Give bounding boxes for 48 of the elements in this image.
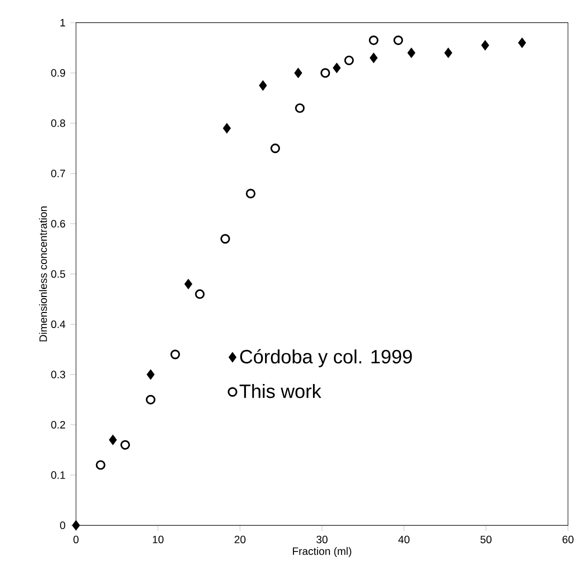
y-tick-label: 1: [60, 19, 66, 26]
point: [481, 40, 489, 50]
x-tick-label: 50: [480, 536, 492, 544]
y-tick-label: 0.1: [51, 471, 66, 479]
point: [368, 35, 378, 46]
point: [220, 234, 230, 244]
point: [370, 53, 378, 63]
point: [344, 56, 354, 66]
x-tick-label: 40: [398, 536, 410, 544]
point: [146, 394, 156, 404]
point: [195, 289, 205, 299]
point: [223, 123, 231, 134]
point: [146, 370, 154, 380]
y-tick-label: 0.8: [51, 119, 66, 127]
y-tick-label: 0.3: [51, 370, 66, 378]
point: [246, 188, 256, 198]
x-tick-label: 20: [234, 536, 246, 544]
point: [72, 520, 80, 530]
y-tick-label: 0.7: [51, 170, 66, 178]
point: [109, 435, 117, 445]
point: [270, 144, 280, 154]
point: [332, 63, 341, 73]
y-tick-label: 0.9: [51, 69, 66, 77]
y-tick-label: 0: [60, 522, 66, 530]
y-tick-label: 0.4: [51, 320, 66, 328]
point: [393, 35, 404, 46]
point: [170, 350, 180, 360]
x-tick-label: 60: [562, 536, 574, 544]
x-tick-label: 10: [152, 536, 164, 544]
point: [408, 48, 416, 58]
point: [184, 279, 192, 289]
y-axis-title: Dimensionless concentration: [39, 206, 47, 342]
point: [518, 38, 526, 48]
point: [259, 80, 267, 90]
point: [295, 103, 305, 113]
x-tick-label: 30: [316, 536, 328, 544]
legend-label: Córdoba y col. 1999: [240, 349, 412, 368]
point: [320, 68, 330, 78]
point: [120, 440, 130, 450]
point: [96, 460, 106, 470]
point: [294, 68, 302, 78]
y-tick-label: 0.6: [51, 220, 66, 228]
x-tick-label: 0: [73, 536, 79, 544]
x-axis-title: Fraction (ml): [292, 547, 352, 558]
point: [444, 48, 452, 58]
legend-label: This work: [240, 384, 322, 398]
y-tick-label: 0.5: [51, 270, 66, 278]
y-tick-label: 0.2: [51, 421, 66, 429]
